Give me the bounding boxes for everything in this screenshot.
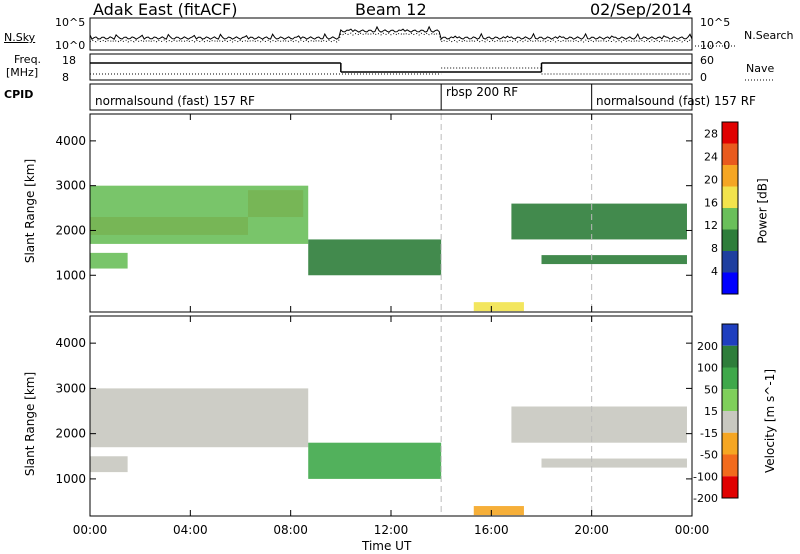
velocity-colorbar-seg-5 [722,432,738,455]
velocity-echo-region-4 [541,458,687,468]
freq-tick-bottom: 8 [62,71,69,84]
x-tick-label-1: 04:00 [173,523,208,537]
velocity-colorbar-tick-3: 15 [704,405,718,418]
velocity-colorbar-tick-7: -200 [693,492,718,505]
velocity-echo-region-0 [90,388,309,448]
power-ytick-label-3: 4000 [55,134,86,148]
power-colorbar-tick-0: 4 [711,265,718,278]
power-echo-region-2 [90,185,309,244]
x-axis-label: Time UT [362,539,412,553]
velocity-colorbar-seg-6 [722,454,738,477]
freq-panel [89,53,693,81]
power-colorbar-tick-2: 12 [704,219,718,232]
velocity-colorbar-seg-2 [722,367,738,390]
x-tick-label-3: 12:00 [374,523,409,537]
power-echo-region-5 [511,203,687,240]
station-title: Adak East (fitACF) [93,0,238,19]
power-colorbar-frame [721,121,739,295]
n-tick-bottom: 10^0 [55,39,86,52]
power-colorbar-tick-6: 28 [704,127,718,140]
velocity-colorbar-tick-0: 200 [697,340,718,353]
velocity-ytick-label-1: 2000 [55,427,86,441]
velocity-echo-region-5 [473,506,524,516]
power-colorbar-seg-6 [722,143,738,165]
n-tick-top: 10^5 [55,16,86,29]
nsky-label: N.Sky [4,31,36,44]
velocity-ytick-label-0: 1000 [55,472,86,486]
power-colorbar-tick-4: 20 [704,173,718,186]
cpid-segment-1: normalsound (fast) 157 RF [95,94,255,108]
power-colorbar-seg-1 [722,251,738,273]
velocity-colorbar-tick-4: -15 [700,427,718,440]
velocity-colorbar-frame [721,323,739,499]
velocity-echo-region-3 [511,406,687,443]
power-echo-region-7 [473,302,524,312]
velocity-ytick-label-3: 4000 [55,336,86,350]
freq-tick-top: 18 [62,54,76,67]
velocity-colorbar-tick-5: -50 [700,449,718,462]
velocity-echo-region-2 [308,442,442,479]
power-echo-region-4 [308,239,442,276]
freq-label: Freq. [14,53,42,66]
velocity-colorbar-tick-2: 50 [704,383,718,396]
velocity-colorbar-seg-1 [722,345,738,368]
x-tick-label-5: 20:00 [574,523,609,537]
x-tick-label-2: 08:00 [273,523,308,537]
cpid-panel [89,83,693,111]
nave-tick-top: 60 [700,54,714,67]
cpid-label: CPID [4,88,34,101]
velocity-colorbar-seg-3 [722,389,738,411]
velocity-echo-region-1 [90,456,128,473]
velocity-colorbar-tick-6: -100 [693,470,718,483]
power-ytick-label-0: 1000 [55,268,86,282]
nave-tick-bottom: 0 [700,71,707,84]
x-tick-label-4: 16:00 [474,523,509,537]
power-colorbar-tick-3: 16 [704,196,718,209]
velocity-colorbar-seg-0 [722,324,738,346]
power-colorbar-seg-7 [722,122,738,144]
beam-title: Beam 12 [355,0,427,19]
n-tick-top-right: 10^5 [700,16,731,29]
x-tick-label-0: 00:00 [73,523,108,537]
velocity-colorbar-seg-4 [722,411,738,433]
date-title: 02/Sep/2014 [590,0,693,19]
cpid-segment-2: rbsp 200 RF [446,85,519,99]
velocity-ytick-label-2: 3000 [55,381,86,395]
nsearch-trace [89,32,693,43]
velocity-colorbar-tick-1: 100 [697,362,718,375]
nsearch-label: N.Search [744,29,794,42]
power-ytick-label-1: 2000 [55,223,86,237]
nave-label: Nave [746,62,775,75]
power-echo-region-3 [90,252,128,269]
x-tick-label-6: 00:00 [675,523,710,537]
power-colorbar-seg-0 [722,272,738,294]
nsky-trace [89,25,693,40]
nsky-panel [89,17,693,51]
power-echo-region-6 [541,255,687,265]
power-colorbar-seg-3 [722,208,738,230]
velocity-colorbar-seg-7 [722,476,738,498]
cpid-segment-3: normalsound (fast) 157 RF [596,94,756,108]
power-colorbar-tick-1: 8 [711,242,718,255]
power-colorbar-tick-5: 24 [704,150,718,163]
power-colorbar-seg-5 [722,165,738,187]
freq-unit-label: [MHz] [6,66,39,79]
power-ytick-label-2: 3000 [55,179,86,193]
power-colorbar-seg-2 [722,229,738,251]
n-tick-bottom-right: 10^0 [700,39,731,52]
power-colorbar-seg-4 [722,186,738,208]
